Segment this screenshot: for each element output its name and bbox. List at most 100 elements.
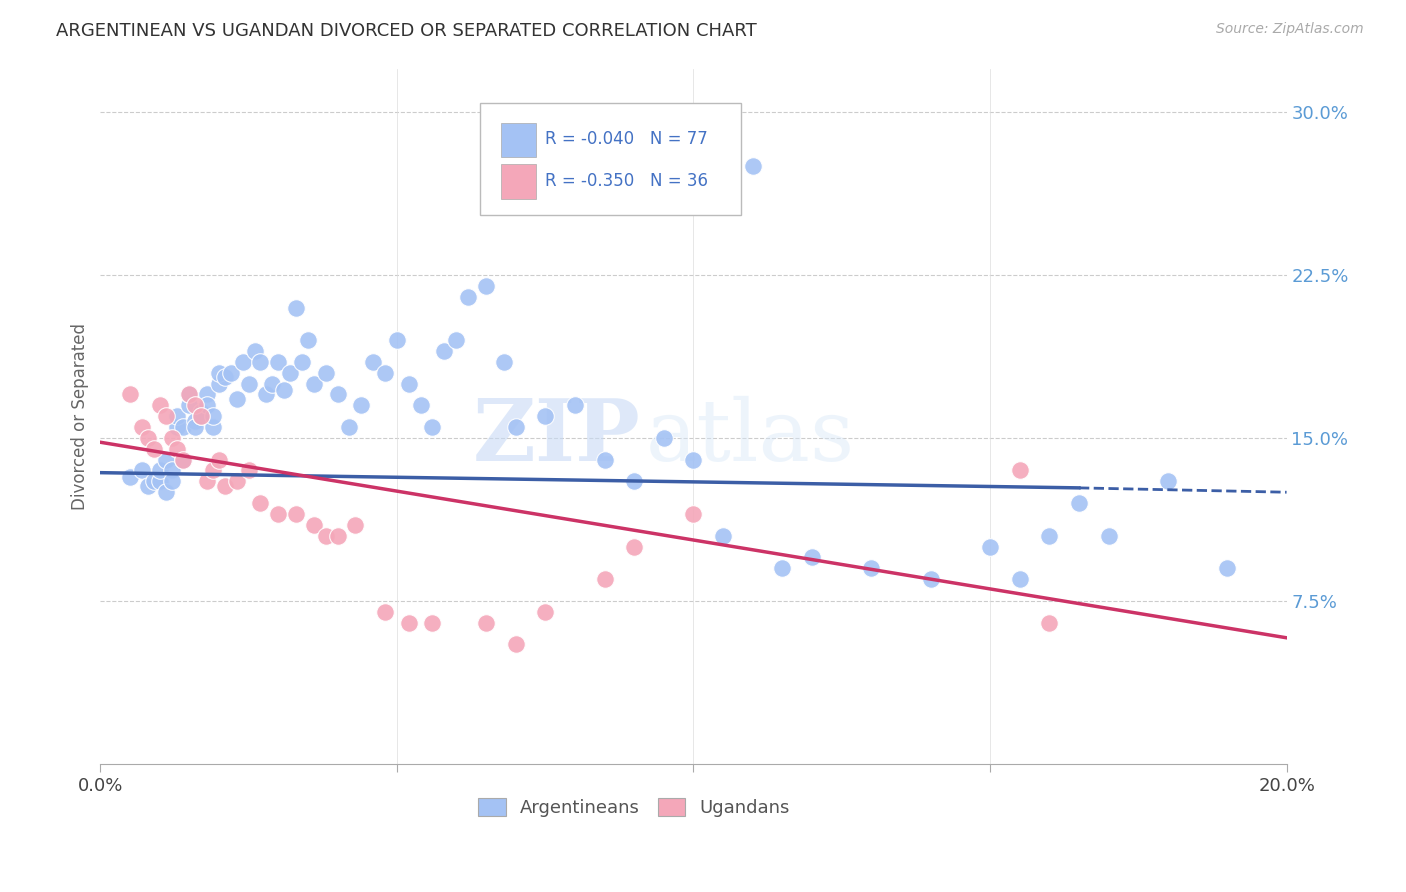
Point [534,605,557,619]
Point [172,452,194,467]
Point [505,637,527,651]
Point [214,370,236,384]
Point [184,420,207,434]
Point [326,387,349,401]
Point [238,463,260,477]
Point [202,420,225,434]
Point [422,615,444,630]
Point [131,463,153,477]
FancyBboxPatch shape [502,164,536,199]
Point [190,409,212,424]
Point [278,366,301,380]
Point [202,463,225,477]
Point [142,475,165,489]
Point [195,398,218,412]
Point [409,398,432,412]
Point [179,398,201,412]
Point [160,431,183,445]
Point [254,387,277,401]
Point [361,355,384,369]
Point [1157,475,1180,489]
Point [166,409,188,424]
Point [433,343,456,358]
Point [682,452,704,467]
Point [155,485,177,500]
Legend: Argentineans, Ugandans: Argentineans, Ugandans [471,790,797,824]
Point [801,550,824,565]
Point [1008,463,1031,477]
Point [1008,572,1031,586]
Point [398,376,420,391]
Point [149,475,172,489]
Text: ZIP: ZIP [472,395,640,479]
Point [243,343,266,358]
Point [195,387,218,401]
Point [184,398,207,412]
Point [249,355,271,369]
Y-axis label: Divorced or Separated: Divorced or Separated [72,323,89,509]
Point [208,366,231,380]
Point [623,540,645,554]
Point [190,405,212,419]
Point [444,333,467,347]
Point [350,398,373,412]
Point [179,387,201,401]
Point [285,301,308,315]
Text: atlas: atlas [645,395,855,479]
Point [492,355,515,369]
Point [385,333,408,347]
Point [214,479,236,493]
Point [262,376,284,391]
Point [142,442,165,456]
Point [457,290,479,304]
Point [860,561,883,575]
Point [202,409,225,424]
Point [208,376,231,391]
Point [398,615,420,630]
Point [1098,529,1121,543]
Point [136,479,159,493]
Point [285,507,308,521]
Point [326,529,349,543]
Point [155,409,177,424]
Point [232,355,254,369]
Point [238,376,260,391]
Point [155,452,177,467]
Point [339,420,361,434]
Point [920,572,942,586]
Point [1038,615,1060,630]
Point [297,333,319,347]
Point [534,409,557,424]
Point [291,355,314,369]
Point [273,383,295,397]
Point [344,517,367,532]
Point [166,420,188,434]
Text: Source: ZipAtlas.com: Source: ZipAtlas.com [1216,22,1364,37]
Point [711,529,734,543]
Point [118,470,141,484]
Point [184,413,207,427]
Point [374,605,396,619]
FancyBboxPatch shape [479,103,741,215]
Point [315,529,337,543]
Point [564,398,586,412]
Text: R = -0.350   N = 36: R = -0.350 N = 36 [546,172,709,190]
Point [195,475,218,489]
Point [179,387,201,401]
Point [225,475,247,489]
Point [166,442,188,456]
Point [225,392,247,406]
Point [979,540,1001,554]
Point [652,431,675,445]
Point [741,159,763,173]
FancyBboxPatch shape [502,123,536,157]
Point [190,409,212,424]
Point [475,615,498,630]
Point [302,517,325,532]
Point [267,355,290,369]
Point [1038,529,1060,543]
Point [219,366,242,380]
Point [172,452,194,467]
Point [118,387,141,401]
Point [505,420,527,434]
